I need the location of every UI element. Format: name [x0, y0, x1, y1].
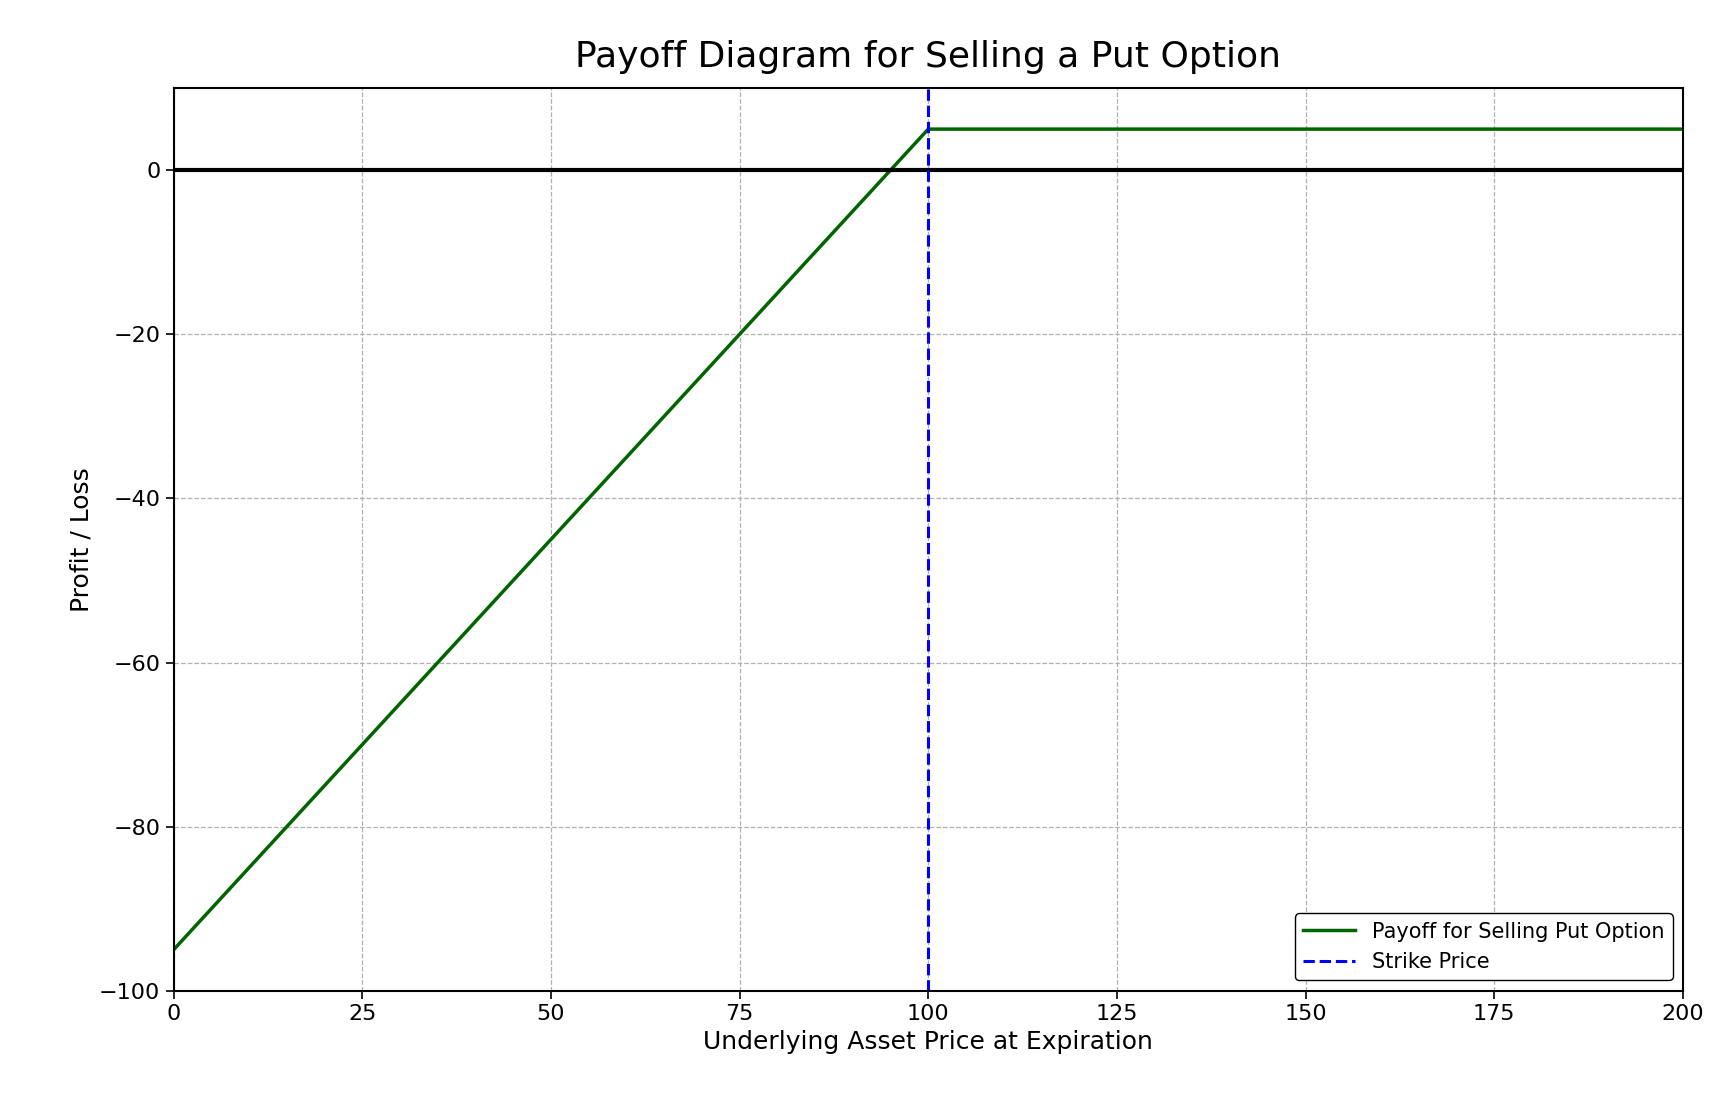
- Payoff for Selling Put Option: [163, 944, 184, 957]
- Strike Price: [918, 155, 939, 168]
- Payoff for Selling Put Option: [1673, 122, 1693, 135]
- Strike Price: [918, 164, 939, 177]
- Payoff for Selling Put Option: [774, 280, 795, 293]
- Payoff for Selling Put Option: [1201, 122, 1221, 135]
- Line: Payoff for Selling Put Option: Payoff for Selling Put Option: [174, 129, 1683, 950]
- Payoff for Selling Put Option: [828, 220, 848, 233]
- Payoff for Selling Put Option: [1341, 122, 1362, 135]
- X-axis label: Underlying Asset Price at Expiration: Underlying Asset Price at Expiration: [703, 1029, 1154, 1054]
- Payoff for Selling Put Option: [1369, 122, 1390, 135]
- Payoff for Selling Put Option: [318, 776, 338, 789]
- Payoff for Selling Put Option: [918, 122, 939, 135]
- Y-axis label: Profit / Loss: Profit / Loss: [69, 467, 94, 612]
- Title: Payoff Diagram for Selling a Put Option: Payoff Diagram for Selling a Put Option: [576, 41, 1280, 74]
- Legend: Payoff for Selling Put Option, Strike Price: Payoff for Selling Put Option, Strike Pr…: [1294, 914, 1673, 981]
